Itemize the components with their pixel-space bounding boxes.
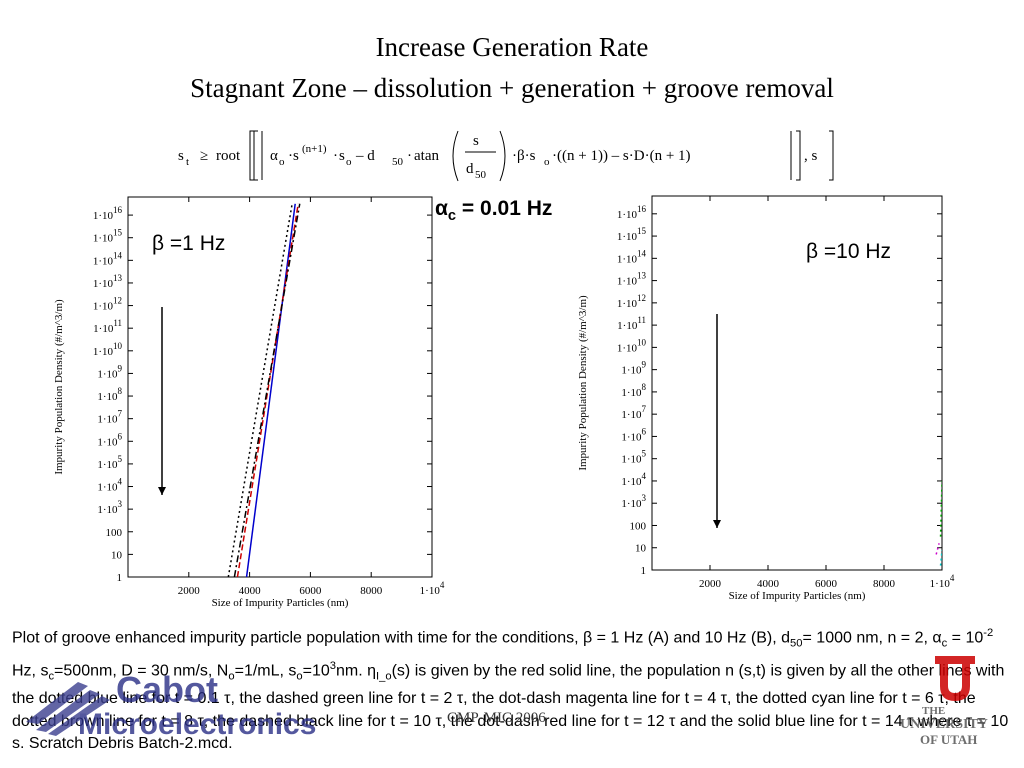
y-tick-label: 1·105 (97, 454, 122, 471)
figure-caption: Plot of groove enhanced impurity particl… (12, 627, 1009, 753)
plot-frame (651, 195, 943, 571)
formula-lhs: s (178, 148, 184, 164)
y-tick-label: 1·107 (621, 404, 646, 421)
svg-text:·s: ·s (288, 148, 299, 164)
utah-logo: THE UNIVERSITY OF UTAH (900, 656, 988, 747)
svg-text:·((n + 1)) – s·D·(n + 1): ·((n + 1)) – s·D·(n + 1) (552, 148, 691, 164)
x-tick-label: 4000 (239, 585, 262, 597)
svg-text:atan: atan (414, 148, 439, 164)
series-line (939, 480, 942, 537)
x-tick-label: 2000 (178, 585, 201, 597)
svg-text:50: 50 (392, 156, 404, 168)
x-tick-label: 4000 (757, 578, 780, 590)
y-tick-label: 100 (630, 520, 647, 532)
svg-text:s: s (473, 133, 479, 149)
svg-text:d: d (466, 161, 474, 177)
y-tick-label: 1·108 (97, 386, 122, 403)
svg-text:≥: ≥ (200, 148, 208, 164)
y-tick-label: 10 (635, 543, 647, 555)
svg-text:(n+1): (n+1) (302, 143, 327, 155)
x-axis-label: Size of Impurity Particles (nm) (729, 590, 866, 602)
svg-text:Cabot: Cabot (116, 672, 218, 710)
y-tick-label: 1·1014 (617, 248, 647, 265)
y-tick-label: 1·1016 (93, 205, 123, 222)
series-line (236, 203, 299, 577)
y-tick-label: 1·109 (97, 363, 122, 380)
x-tick-label: 6000 (815, 578, 838, 590)
y-tick-label: 1·1016 (617, 204, 647, 221)
y-tick-label: 1·105 (621, 449, 646, 466)
x-axis-label: Size of Impurity Particles (nm) (212, 597, 349, 609)
series-line (245, 203, 296, 577)
svg-text:– d: – d (355, 148, 375, 164)
y-tick-label: 1·109 (621, 360, 646, 377)
svg-text:UNIVERSITY: UNIVERSITY (900, 717, 988, 732)
y-axis-label: Impurity Population Density (#/m^3/m) (53, 299, 65, 475)
y-tick-label: 1·1013 (93, 273, 123, 290)
y-tick-label: 1·1011 (617, 315, 646, 332)
svg-text:·: · (333, 148, 338, 164)
x-tick-label: 6000 (299, 585, 322, 597)
y-tick-label: 1·106 (621, 426, 646, 443)
y-tick-label: 1·1012 (93, 296, 122, 313)
svg-text:50: 50 (475, 169, 487, 181)
y-tick-label: 1·1010 (617, 337, 647, 354)
svg-text:o: o (544, 156, 550, 168)
chart-b: 1 10 100 1·103 1·104 1·105 1·106 1·107 1·108 1·10… (577, 195, 955, 602)
y-tick-label: 1·106 (97, 431, 122, 448)
svg-text:o: o (279, 156, 285, 168)
y-tick-label: 1·108 (621, 382, 646, 399)
slide-title: Increase Generation Rate (375, 32, 649, 62)
y-axis-label: Impurity Population Density (#/m^3/m) (577, 295, 589, 471)
y-tick-label: 100 (106, 527, 123, 539)
series-line (935, 543, 940, 555)
beta-label-b: β =10 Hz (806, 240, 892, 263)
x-tick-label: 8000 (360, 585, 383, 597)
svg-text:root: root (216, 148, 241, 164)
y-tick-label: 1·1015 (617, 226, 647, 243)
y-tick-label: 1·103 (97, 499, 122, 516)
y-tick-label: 1·1014 (93, 250, 123, 267)
svg-text:·β·s: ·β·s (512, 148, 536, 164)
y-tick-label: 1 (641, 565, 647, 577)
y-tick-label: 1·104 (97, 477, 122, 494)
y-tick-label: 1 (117, 572, 123, 584)
x-tick-label: 8000 (873, 578, 896, 590)
svg-text:·: · (407, 148, 412, 164)
svg-text:THE: THE (922, 705, 945, 717)
svg-text:o: o (346, 156, 352, 168)
svg-text:s: s (339, 148, 345, 164)
formula: s t ≥ root α o ·s (n+1) · s o – d 50 · a… (178, 130, 834, 182)
x-tick-label: 1·104 (930, 573, 955, 590)
y-tick-label: 1·103 (621, 493, 646, 510)
x-tick-label: 1·104 (420, 580, 445, 597)
x-tick-label: 2000 (699, 578, 722, 590)
arrow-head (713, 520, 721, 528)
y-tick-label: 1·1015 (93, 228, 123, 245)
alpha-label: αc = 0.01 Hz (435, 197, 553, 225)
plot-frame (127, 196, 433, 578)
cabot-logo: Cabot Microelectronics (26, 672, 316, 738)
svg-text:OF UTAH: OF UTAH (920, 732, 977, 747)
svg-text:t: t (186, 156, 189, 168)
slide-subtitle: Stagnant Zone – dissolution + generation… (190, 73, 834, 103)
y-tick-label: 1·1010 (93, 341, 123, 358)
y-tick-label: 1·1013 (617, 271, 647, 288)
y-tick-label: 1·1011 (93, 318, 122, 335)
arrow-head (158, 487, 166, 495)
svg-text:Microelectronics: Microelectronics (78, 708, 316, 738)
svg-text:α: α (270, 148, 278, 164)
y-tick-label: 1·1012 (617, 293, 646, 310)
svg-text:, s: , s (804, 148, 818, 164)
y-tick-label: 1·104 (621, 471, 646, 488)
chart-a: 1 10 100 1·103 1·104 1·105 1·106 1·107 1·108 1·10… (53, 196, 445, 609)
series-line (233, 203, 301, 577)
y-tick-label: 10 (111, 549, 123, 561)
y-tick-label: 1·107 (97, 409, 122, 426)
footer-text: CMP-MIC 2006 (447, 710, 546, 726)
series-line (227, 203, 293, 577)
beta-label-a: β =1 Hz (152, 232, 226, 255)
